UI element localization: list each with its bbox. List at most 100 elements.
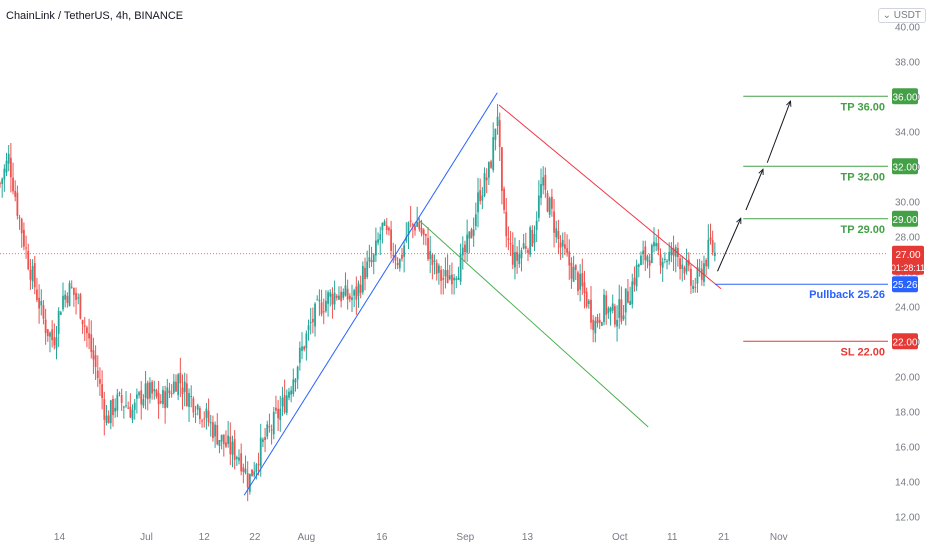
candle-body <box>94 355 97 367</box>
tp1-level-label: TP 29.00 <box>841 224 885 236</box>
symbol-title: ChainLink / TetherUS, 4h, BINANCE <box>6 10 184 22</box>
candle-body <box>670 247 673 256</box>
candle-body <box>181 387 184 395</box>
candle-body <box>496 116 499 126</box>
candle-body <box>377 239 379 243</box>
candle-body <box>396 262 399 266</box>
candle-body <box>407 222 410 236</box>
candle-body <box>440 269 442 281</box>
candle-body <box>535 220 538 231</box>
candle-body <box>277 408 280 419</box>
candle-body <box>68 283 71 307</box>
candle-body <box>596 317 599 324</box>
candle-body <box>520 250 523 259</box>
candle-body <box>464 244 466 253</box>
candle-body <box>633 277 636 285</box>
candle-body <box>370 260 373 263</box>
currency-chevron-icon: ⌄ <box>882 10 891 21</box>
candle-body <box>703 263 705 282</box>
sl-level-label: SL 22.00 <box>841 346 885 358</box>
tp2-level-badge <box>892 158 918 175</box>
candle-body <box>420 228 423 234</box>
candle-body <box>448 275 451 280</box>
tp1-level-badge <box>892 210 918 227</box>
candle-body <box>257 463 260 465</box>
candle-body <box>409 220 412 222</box>
candle-body <box>168 390 171 394</box>
candle-body <box>394 255 397 261</box>
candle-body <box>457 277 460 280</box>
candle-body <box>120 395 123 403</box>
candle-body <box>225 442 227 447</box>
candle-body <box>23 229 25 247</box>
candle-body <box>188 393 190 408</box>
projection-arrow <box>745 170 763 211</box>
candle-body <box>318 299 321 302</box>
y-tick-label: 24.00 <box>895 302 920 313</box>
candle-body <box>392 254 395 256</box>
candle-body <box>109 400 112 424</box>
candle-body <box>355 286 358 300</box>
trade-levels: TP 36.00 TP 32.00 TP 29.00 Pullback 25.26 SL… <box>714 95 888 358</box>
candle-body <box>233 439 236 461</box>
currency-selector[interactable]: ⌄ USDT <box>877 8 926 23</box>
candle-body <box>466 234 469 253</box>
candle-body <box>531 229 534 247</box>
candle-body <box>38 297 41 309</box>
projection-arrow <box>766 102 790 163</box>
candle-body <box>557 230 560 240</box>
candle-body <box>694 286 697 288</box>
candle-body <box>275 407 277 411</box>
candle-body <box>422 229 425 235</box>
candle-body <box>690 268 692 286</box>
candle-body <box>605 295 608 315</box>
candle-body <box>679 258 681 270</box>
candle-body <box>501 147 503 191</box>
candle-body <box>46 329 49 337</box>
candle-body <box>192 398 195 413</box>
candle-body <box>57 310 60 334</box>
candle-body <box>342 291 345 298</box>
candle-body <box>185 383 188 406</box>
candle-countdown: 01:28:11 <box>891 263 925 273</box>
candle-body <box>303 346 306 350</box>
candle-body <box>427 238 429 260</box>
y-tick-label: 20.00 <box>895 372 920 383</box>
candle-body <box>401 254 403 259</box>
candle-body <box>162 389 164 405</box>
candle-body <box>255 464 258 472</box>
candle-body <box>609 307 612 312</box>
candle-body <box>346 288 349 300</box>
candle-body <box>453 277 456 281</box>
candle-body <box>196 405 199 410</box>
candle-body <box>227 435 230 445</box>
x-tick-label: Nov <box>770 532 788 543</box>
candle-body <box>55 337 58 349</box>
candle-body <box>142 399 145 406</box>
candle-body <box>9 157 12 178</box>
candle-body <box>587 300 590 305</box>
x-tick-label: 12 <box>199 532 211 543</box>
x-tick-label: Aug <box>297 532 315 543</box>
candle-body <box>607 308 610 314</box>
candle-body <box>335 295 338 298</box>
candle-body <box>179 372 182 384</box>
candle-body <box>403 245 406 257</box>
time-axis[interactable]: 14 Jul 12 22 Aug 16 Sep 13 Oct 11 21 Nov <box>54 532 788 543</box>
candle-body <box>361 266 364 293</box>
candle-body <box>446 269 449 284</box>
candle-body <box>472 229 475 236</box>
candle-body <box>183 381 186 392</box>
candle-body <box>164 391 167 409</box>
y-tick-label: 12.00 <box>895 512 920 523</box>
candle-body <box>713 252 716 257</box>
candle-body <box>3 168 6 180</box>
sl-level-badge <box>892 333 918 350</box>
candle-body <box>294 379 297 383</box>
candle-body <box>388 227 390 231</box>
candle-body <box>296 366 299 380</box>
candle-body <box>561 240 564 247</box>
candle-body <box>527 250 529 253</box>
